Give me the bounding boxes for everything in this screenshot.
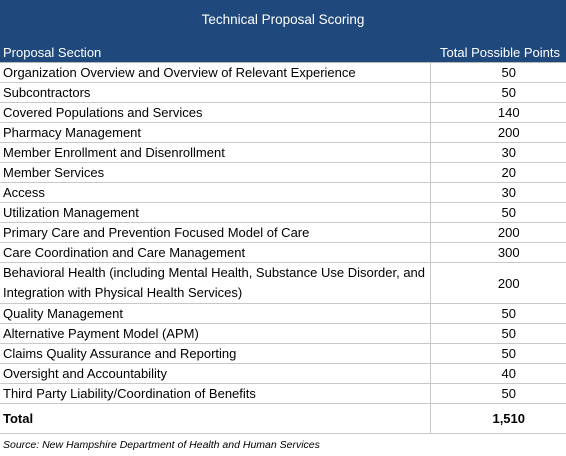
section-cell: Primary Care and Prevention Focused Mode… — [0, 223, 430, 243]
points-cell: 50 — [430, 83, 566, 103]
table-row: Alternative Payment Model (APM)50 — [0, 324, 566, 344]
section-cell: Quality Management — [0, 304, 430, 324]
points-cell: 20 — [430, 163, 566, 183]
table-row: Primary Care and Prevention Focused Mode… — [0, 223, 566, 243]
section-cell: Member Services — [0, 163, 430, 183]
points-cell: 140 — [430, 103, 566, 123]
section-cell: Covered Populations and Services — [0, 103, 430, 123]
source-row: Source: New Hampshire Department of Heal… — [0, 434, 566, 456]
header-row: Proposal Section Total Possible Points — [0, 38, 566, 63]
table-title: Technical Proposal Scoring — [0, 0, 566, 38]
total-label: Total — [0, 404, 430, 434]
points-cell: 200 — [430, 223, 566, 243]
section-cell: Care Coordination and Care Management — [0, 243, 430, 263]
section-cell: Member Enrollment and Disenrollment — [0, 143, 430, 163]
points-cell: 50 — [430, 63, 566, 83]
points-cell: 200 — [430, 123, 566, 143]
points-cell: 30 — [430, 183, 566, 203]
section-cell: Organization Overview and Overview of Re… — [0, 63, 430, 83]
total-row: Total 1,510 — [0, 404, 566, 434]
column-header: Proposal Section — [0, 38, 430, 63]
points-cell: 50 — [430, 203, 566, 223]
section-cell: Behavioral Health (including Mental Heal… — [0, 263, 430, 304]
points-cell: 50 — [430, 384, 566, 404]
title-row: Technical Proposal Scoring — [0, 0, 566, 38]
points-cell: 200 — [430, 263, 566, 304]
section-cell: Third Party Liability/Coordination of Be… — [0, 384, 430, 404]
section-cell: Pharmacy Management — [0, 123, 430, 143]
source-note: Source: New Hampshire Department of Heal… — [0, 434, 566, 456]
column-header: Total Possible Points — [430, 38, 566, 63]
total-value: 1,510 — [430, 404, 566, 434]
table-row: Organization Overview and Overview of Re… — [0, 63, 566, 83]
table-row: Third Party Liability/Coordination of Be… — [0, 384, 566, 404]
section-cell: Utilization Management — [0, 203, 430, 223]
section-cell: Oversight and Accountability — [0, 364, 430, 384]
points-cell: 30 — [430, 143, 566, 163]
table-body: Organization Overview and Overview of Re… — [0, 63, 566, 404]
section-cell: Alternative Payment Model (APM) — [0, 324, 430, 344]
table-row: Behavioral Health (including Mental Heal… — [0, 263, 566, 304]
points-cell: 300 — [430, 243, 566, 263]
points-cell: 50 — [430, 344, 566, 364]
section-cell: Claims Quality Assurance and Reporting — [0, 344, 430, 364]
points-cell: 40 — [430, 364, 566, 384]
section-cell: Access — [0, 183, 430, 203]
section-cell: Subcontractors — [0, 83, 430, 103]
points-cell: 50 — [430, 324, 566, 344]
points-cell: 50 — [430, 304, 566, 324]
